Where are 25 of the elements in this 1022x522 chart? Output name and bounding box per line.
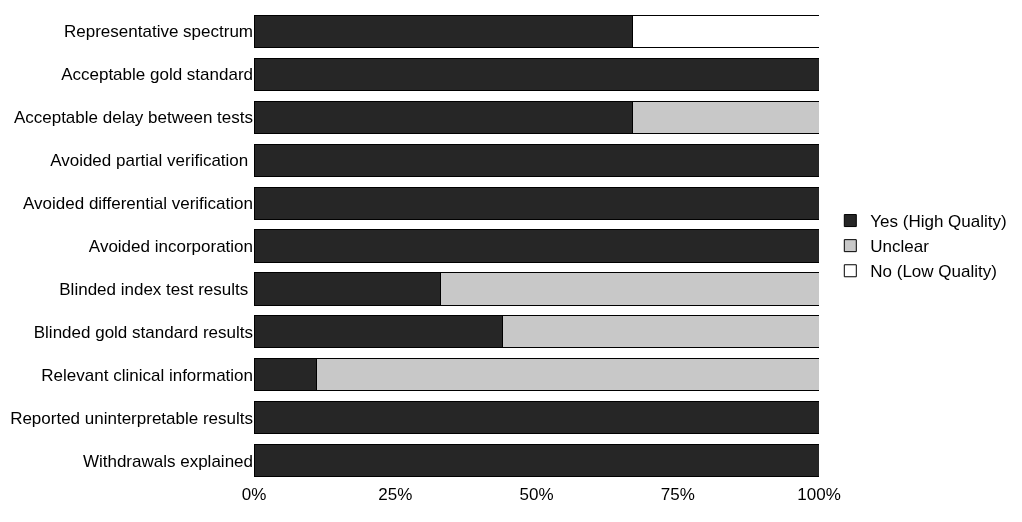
legend-label: Unclear bbox=[870, 237, 930, 257]
y-tick-label: Representative spectrum bbox=[64, 22, 253, 42]
bar bbox=[254, 186, 819, 220]
x-tick-label: 0% bbox=[241, 485, 267, 504]
bar bbox=[254, 143, 819, 177]
x-tick-label: 50% bbox=[519, 485, 554, 504]
y-tick-label: Acceptable gold standard bbox=[61, 65, 253, 85]
y-tick-label: Withdrawals explained bbox=[82, 451, 253, 471]
x-tick-label: 100% bbox=[797, 485, 841, 504]
bar bbox=[254, 229, 819, 263]
y-tick-label: Acceptable delay between tests bbox=[13, 108, 253, 128]
y-tick-label: Blinded gold standard results bbox=[33, 322, 253, 342]
y-tick-label: Reported uninterpretable results bbox=[10, 408, 253, 428]
bar bbox=[254, 443, 819, 478]
bar bbox=[254, 401, 819, 435]
y-tick-label: Avoided partial verification bbox=[50, 151, 253, 171]
y-tick-label: Relevant clinical information bbox=[41, 365, 253, 385]
bar bbox=[254, 57, 819, 91]
legend-label: No (Low Quality) bbox=[870, 262, 997, 282]
x-tick-label: 75% bbox=[660, 485, 695, 504]
x-tick-label: 25% bbox=[378, 485, 413, 504]
y-tick-label: Blinded index test results bbox=[59, 279, 253, 299]
y-tick-label: Avoided incorporation bbox=[88, 236, 253, 256]
legend-label: Yes (High Quality) bbox=[870, 212, 1007, 232]
y-tick-label: Avoided differential verification bbox=[23, 194, 253, 214]
